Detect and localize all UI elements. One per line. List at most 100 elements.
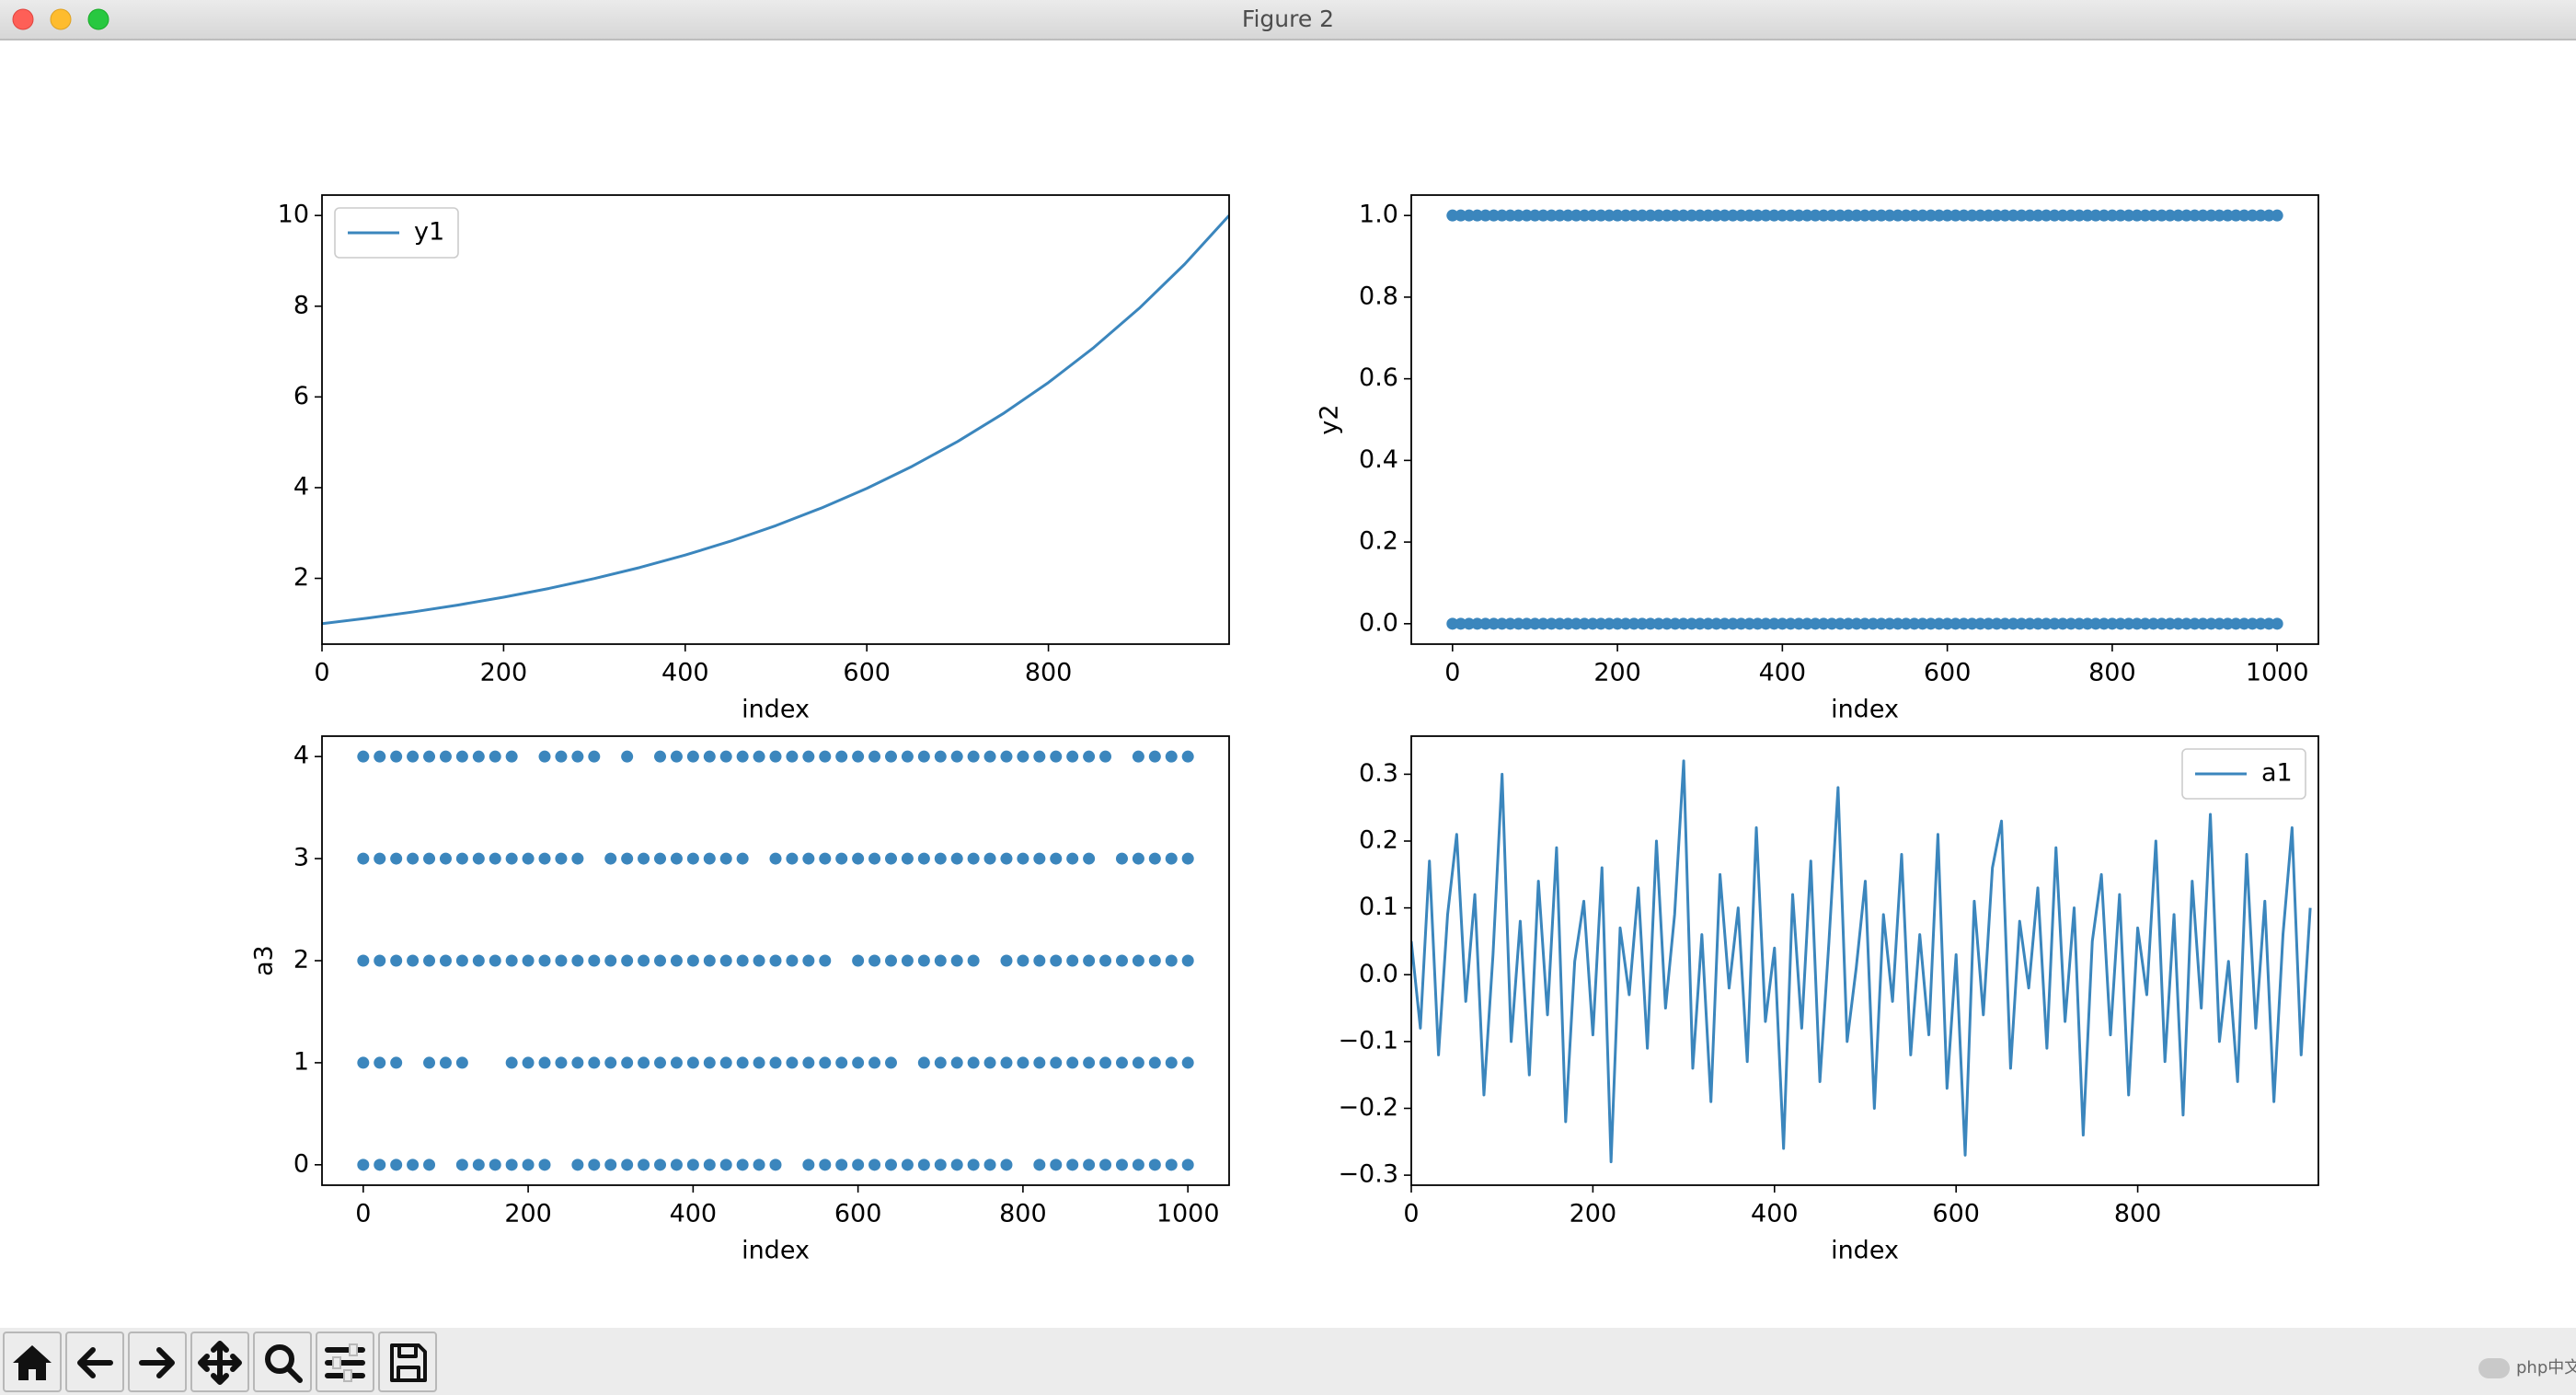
configure-button[interactable] xyxy=(316,1332,374,1392)
data-point xyxy=(819,954,832,967)
data-point xyxy=(1982,209,1995,222)
data-point xyxy=(868,1159,881,1171)
data-point xyxy=(439,750,452,763)
data-point xyxy=(934,750,947,763)
data-point xyxy=(604,852,617,865)
x-axis-label: index xyxy=(1831,1237,1899,1265)
back-button[interactable] xyxy=(65,1332,124,1392)
data-point xyxy=(2081,209,2094,222)
data-point xyxy=(1512,617,1525,630)
data-point xyxy=(1536,617,1549,630)
data-point xyxy=(2098,617,2110,630)
data-point xyxy=(1000,1159,1013,1171)
data-point xyxy=(407,750,420,763)
data-point xyxy=(1132,1159,1144,1171)
data-point xyxy=(2089,209,2102,222)
data-point xyxy=(455,852,468,865)
data-point xyxy=(1834,617,1846,630)
save-button[interactable] xyxy=(378,1332,437,1392)
close-button[interactable] xyxy=(12,8,34,30)
data-point xyxy=(802,1056,815,1069)
subplot: 0 200 400 600 800 2 4 6 8 10 index y1 xyxy=(278,194,1230,724)
data-point xyxy=(1479,617,1492,630)
y-tick-label: 0.8 xyxy=(1359,282,1398,310)
data-point xyxy=(604,1056,617,1069)
data-point xyxy=(571,1056,584,1069)
data-point xyxy=(2221,209,2234,222)
pan-button[interactable] xyxy=(190,1332,249,1392)
data-point xyxy=(884,954,897,967)
data-point xyxy=(1817,209,1830,222)
data-point xyxy=(2271,617,2283,630)
data-point xyxy=(588,954,601,967)
data-point xyxy=(1132,954,1144,967)
data-point xyxy=(1933,209,1946,222)
data-point xyxy=(555,852,568,865)
data-point xyxy=(2131,209,2144,222)
data-point xyxy=(1694,617,1707,630)
data-point xyxy=(1850,209,1863,222)
data-point xyxy=(1033,852,1046,865)
data-point xyxy=(736,750,749,763)
data-point xyxy=(967,852,980,865)
data-point xyxy=(1181,954,1194,967)
data-point xyxy=(472,750,485,763)
data-point xyxy=(1710,617,1723,630)
data-point xyxy=(571,750,584,763)
zoom-button[interactable] xyxy=(87,8,109,30)
data-point xyxy=(2007,617,2019,630)
data-point xyxy=(983,1056,996,1069)
data-point xyxy=(1636,617,1649,630)
data-point xyxy=(835,1056,848,1069)
y-tick-label: 0.2 xyxy=(1359,527,1398,556)
data-point xyxy=(1488,617,1501,630)
data-point xyxy=(472,852,485,865)
data-point xyxy=(736,1159,749,1171)
x-tick-label: 400 xyxy=(670,1200,718,1228)
forward-button[interactable] xyxy=(128,1332,187,1392)
data-point xyxy=(374,1056,386,1069)
data-point xyxy=(1463,617,1476,630)
legend-label: y1 xyxy=(414,218,444,247)
data-point xyxy=(1148,852,1161,865)
home-button[interactable] xyxy=(3,1332,62,1392)
data-point xyxy=(390,1159,403,1171)
y-tick-label: 0.0 xyxy=(1359,608,1398,637)
minimize-button[interactable] xyxy=(50,8,72,30)
data-point xyxy=(1867,209,1880,222)
zoom-rect-button[interactable] xyxy=(253,1332,312,1392)
x-tick-label: 1000 xyxy=(2246,659,2309,687)
data-point xyxy=(505,1159,518,1171)
data-point xyxy=(538,1159,551,1171)
data-point xyxy=(455,1159,468,1171)
data-point xyxy=(472,1159,485,1171)
data-point xyxy=(917,954,930,967)
data-point xyxy=(852,1056,865,1069)
data-point xyxy=(1627,617,1640,630)
data-point xyxy=(1941,209,1954,222)
data-point xyxy=(1834,209,1846,222)
data-point xyxy=(357,954,370,967)
data-point xyxy=(1809,617,1822,630)
data-point xyxy=(407,954,420,967)
data-point xyxy=(1050,852,1063,865)
data-point xyxy=(1455,209,1467,222)
data-point xyxy=(1512,209,1525,222)
data-point xyxy=(2056,617,2069,630)
data-point xyxy=(489,954,501,967)
data-point xyxy=(1784,209,1797,222)
data-point xyxy=(1973,209,1986,222)
data-point xyxy=(2064,617,2077,630)
data-point xyxy=(538,750,551,763)
data-point xyxy=(2007,209,2019,222)
data-point xyxy=(950,954,963,967)
data-point xyxy=(1083,954,1096,967)
data-point xyxy=(719,750,732,763)
y-tick-label: 0.6 xyxy=(1359,363,1398,392)
data-point xyxy=(686,750,699,763)
data-point xyxy=(1050,750,1063,763)
data-point xyxy=(2106,209,2119,222)
data-point xyxy=(1619,617,1632,630)
data-point xyxy=(357,1159,370,1171)
data-point xyxy=(1883,209,1896,222)
